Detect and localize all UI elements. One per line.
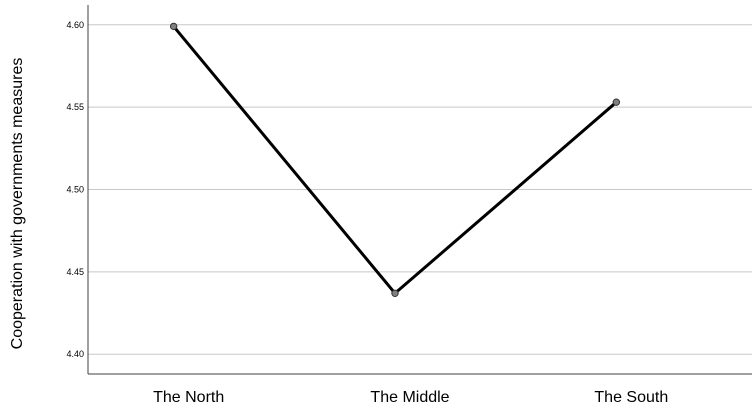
data-point-the-south [612,98,621,106]
x-tick-label-1: The Middle [370,389,449,406]
y-tick-label-2: 4.50 [66,185,84,195]
data-point-the-north [169,22,178,31]
series [169,22,621,297]
y-tick-label-0: 4.40 [66,349,84,359]
gridlines [88,24,752,355]
x-tick-label-0: The North [153,389,224,406]
y-tick-labels: 4.40 4.45 4.50 4.55 4.60 [66,20,84,359]
data-point-the-middle [391,289,399,297]
series-line-0 [172,24,618,295]
y-tick-label-3: 4.55 [66,102,84,112]
x-tick-labels: The North The Middle The South [153,389,668,406]
x-tick-label-2: The South [594,389,668,406]
y-tick-label-4: 4.60 [66,20,84,30]
axes [87,5,752,375]
y-axis-title: Cooperation with governments measures [9,58,26,350]
y-tick-label-1: 4.45 [66,267,84,277]
